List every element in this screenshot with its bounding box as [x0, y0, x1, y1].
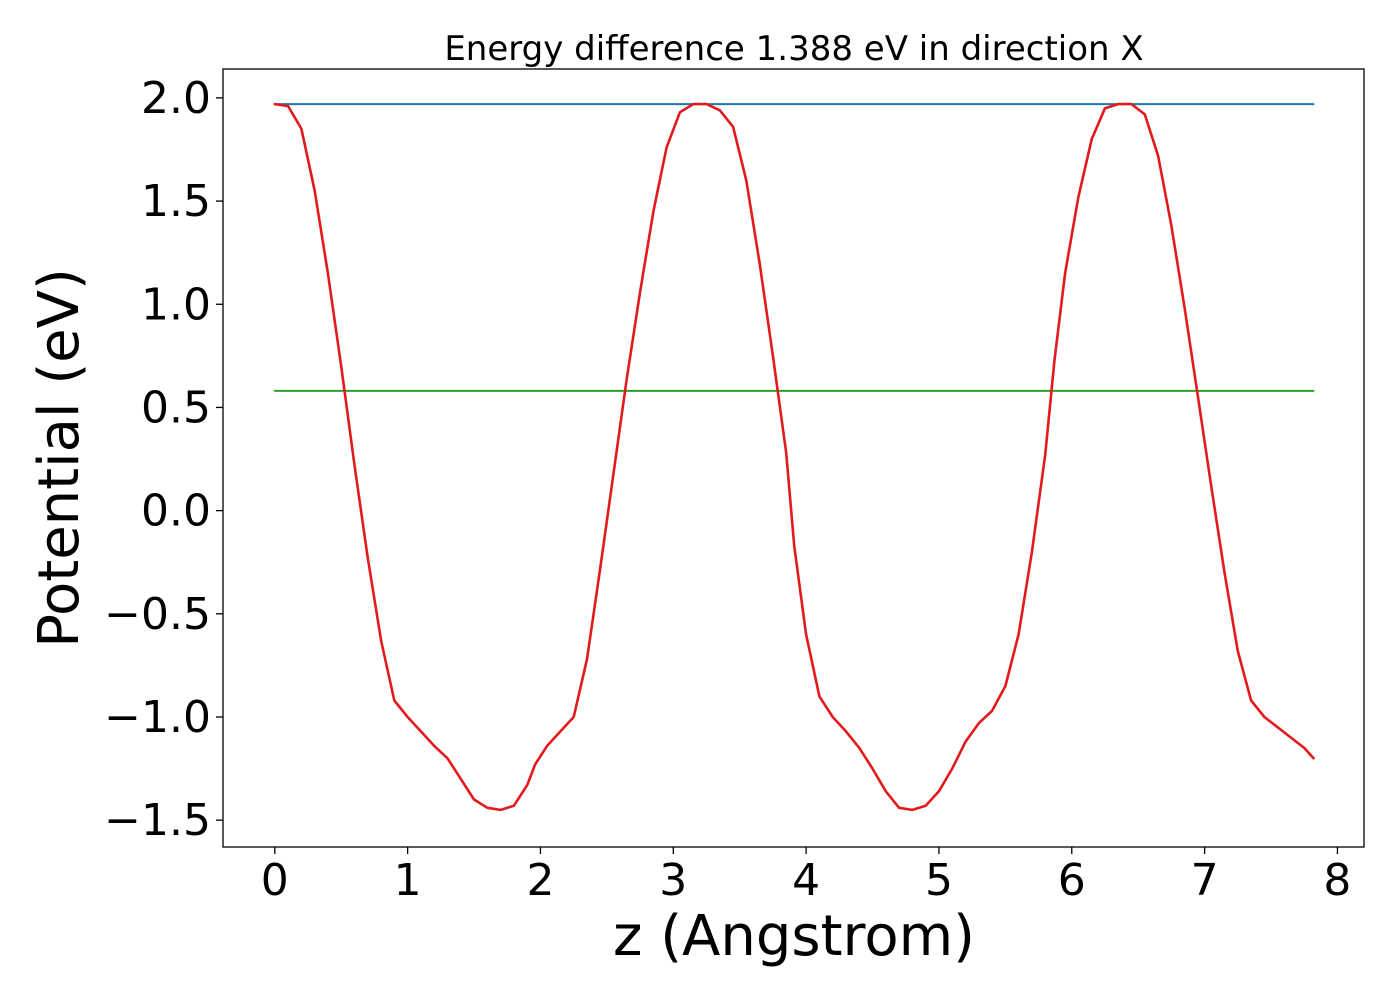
- y-tick-label: 0.0: [141, 486, 211, 537]
- y-tick-label: 1.0: [141, 279, 211, 330]
- x-tick-label: 1: [394, 855, 422, 906]
- y-tick-label: −1.0: [104, 692, 211, 743]
- y-tick-label: −0.5: [104, 589, 211, 640]
- y-tick-label: 0.5: [141, 382, 211, 433]
- x-tick-label: 2: [526, 855, 554, 906]
- x-tick-label: 7: [1191, 855, 1219, 906]
- chart-title: Energy difference 1.388 eV in direction …: [444, 29, 1143, 69]
- x-tick-label: 4: [792, 855, 820, 906]
- x-axis-label: z (Angstrom): [613, 904, 975, 969]
- x-tick-label: 3: [659, 855, 687, 906]
- series-line-3: [273, 102, 1315, 812]
- x-tick-label: 5: [925, 855, 953, 906]
- x-tick-label: 0: [261, 855, 289, 906]
- y-tick-label: 1.5: [141, 176, 211, 227]
- x-tick-label: 6: [1058, 855, 1086, 906]
- plot-frame: [222, 68, 1365, 848]
- y-axis-label: Potential (eV): [27, 268, 92, 648]
- x-tick-label: 8: [1323, 855, 1351, 906]
- y-tick-label: −1.5: [104, 795, 211, 846]
- y-tick-label: 2.0: [141, 73, 211, 124]
